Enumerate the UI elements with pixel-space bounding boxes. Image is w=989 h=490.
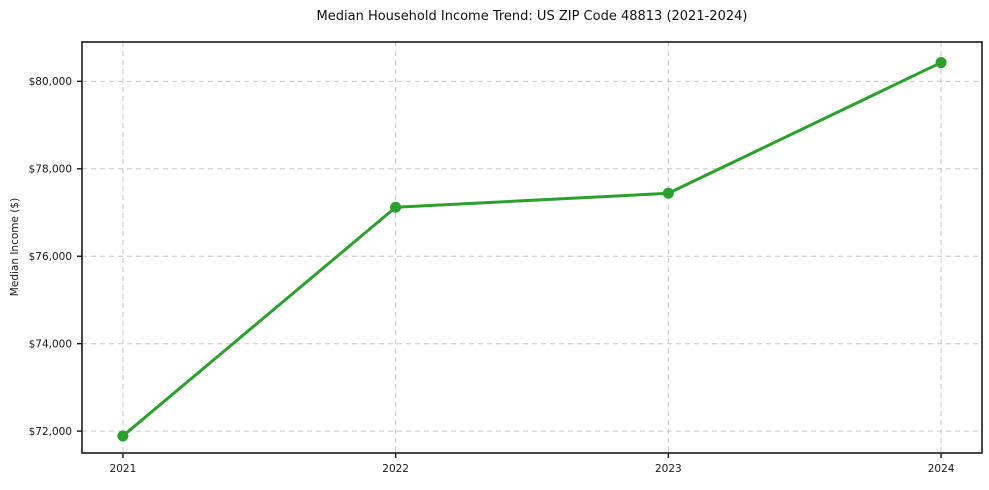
plot-border <box>81 41 983 454</box>
y-tick-label: $80,000 <box>29 76 72 88</box>
y-tick-label: $78,000 <box>29 163 72 175</box>
y-tick-label: $74,000 <box>29 338 72 350</box>
x-tick-label: 2023 <box>655 463 682 475</box>
x-tick-label: 2022 <box>382 463 409 475</box>
data-point <box>662 187 674 199</box>
y-tick-label: $72,000 <box>29 426 72 438</box>
data-point <box>117 430 129 442</box>
chart-title: Median Household Income Trend: US ZIP Co… <box>316 9 748 24</box>
x-tick-label: 2024 <box>928 463 955 475</box>
x-tick-label: 2021 <box>110 463 137 475</box>
data-point <box>390 201 402 213</box>
data-line <box>121 61 943 438</box>
y-tick-label: $76,000 <box>29 251 72 263</box>
data-point <box>935 57 947 69</box>
